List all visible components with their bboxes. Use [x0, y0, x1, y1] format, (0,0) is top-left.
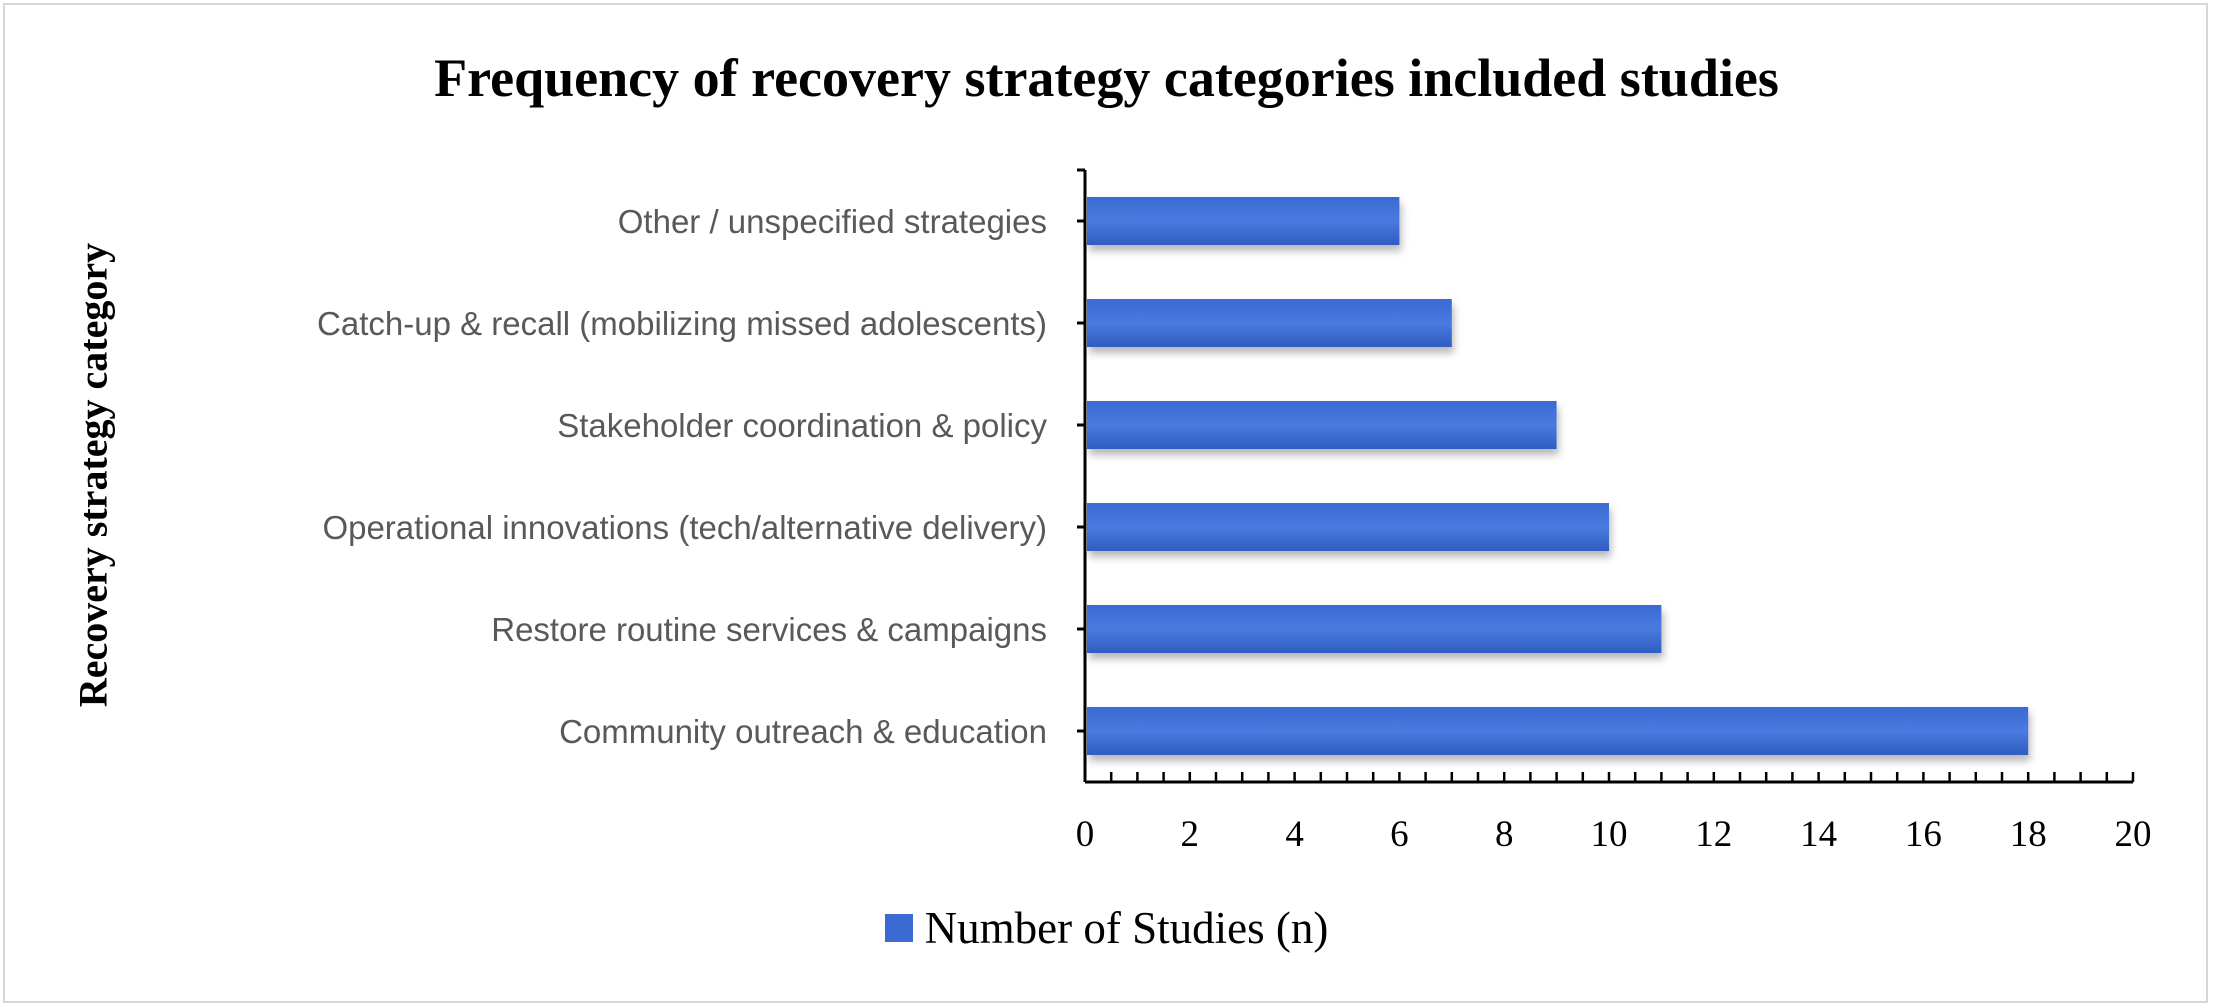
chart-title: Frequency of recovery strategy categorie… [434, 48, 1779, 108]
bar [1087, 401, 1557, 449]
legend: Number of Studies (n) [0, 902, 2213, 954]
x-tick-label: 20 [2115, 814, 2152, 855]
x-tick-label: 12 [1695, 814, 1732, 855]
legend-swatch [884, 914, 913, 942]
x-tick-label: 4 [1285, 814, 1304, 855]
legend-label: Number of Studies (n) [924, 903, 1329, 953]
category-label: Other / unspecified strategies [618, 203, 1047, 240]
bar [1087, 707, 2029, 755]
x-tick-label: 10 [1591, 814, 1628, 855]
x-tick-label: 2 [1181, 814, 1200, 855]
bar [1087, 503, 1609, 551]
x-tick-label: 8 [1495, 814, 1514, 855]
x-tick-label: 6 [1390, 814, 1409, 855]
category-label: Stakeholder coordination & policy [557, 407, 1047, 444]
category-label: Operational innovations (tech/alternativ… [322, 509, 1047, 546]
category-label: Community outreach & education [559, 713, 1047, 750]
x-tick-label: 14 [1800, 814, 1837, 855]
bar [1087, 299, 1452, 347]
category-label: Restore routine services & campaigns [491, 611, 1047, 648]
bar [1087, 197, 1400, 245]
x-tick-label: 18 [2010, 814, 2047, 855]
x-tick-label: 0 [1076, 814, 1095, 855]
x-tick-label: 16 [1905, 814, 1942, 855]
bar [1087, 605, 1662, 653]
category-label: Catch-up & recall (mobilizing missed ado… [317, 305, 1047, 342]
